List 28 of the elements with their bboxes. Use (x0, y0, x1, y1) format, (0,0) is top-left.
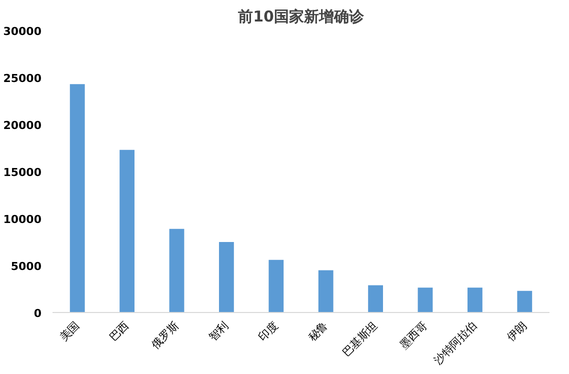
y-tick-label: 10000 (3, 213, 42, 226)
y-tick-label: 0 (34, 307, 42, 320)
bar (318, 270, 334, 312)
bar (218, 242, 234, 312)
x-tick-label: 美国 (57, 318, 82, 344)
bar (418, 288, 433, 312)
bar (467, 288, 482, 312)
x-tick-label: 墨西哥 (397, 318, 430, 352)
bar (70, 84, 85, 312)
y-tick-label: 30000 (3, 25, 42, 38)
y-tick-label: 15000 (3, 166, 42, 179)
bar (120, 150, 135, 312)
x-tick-label: 伊朗 (504, 318, 530, 344)
x-tick-label: 沙特阿拉伯 (431, 318, 480, 367)
x-tick-label: 智利 (206, 318, 232, 344)
x-tick-label: 俄罗斯 (148, 318, 182, 352)
x-tick-label: 巴基斯坦 (340, 318, 380, 360)
chart-title: 前10国家新增确诊 (237, 8, 365, 26)
bar (169, 228, 184, 312)
bar (517, 290, 532, 312)
y-tick-label: 20000 (3, 119, 42, 132)
x-tick-label: 秘鲁 (306, 318, 330, 344)
y-tick-label: 5000 (10, 260, 42, 273)
bar (268, 260, 284, 312)
bar (368, 285, 384, 312)
y-tick-label: 25000 (3, 72, 42, 85)
x-tick-label: 印度 (256, 318, 281, 344)
x-tick-label: 巴西 (106, 318, 132, 344)
